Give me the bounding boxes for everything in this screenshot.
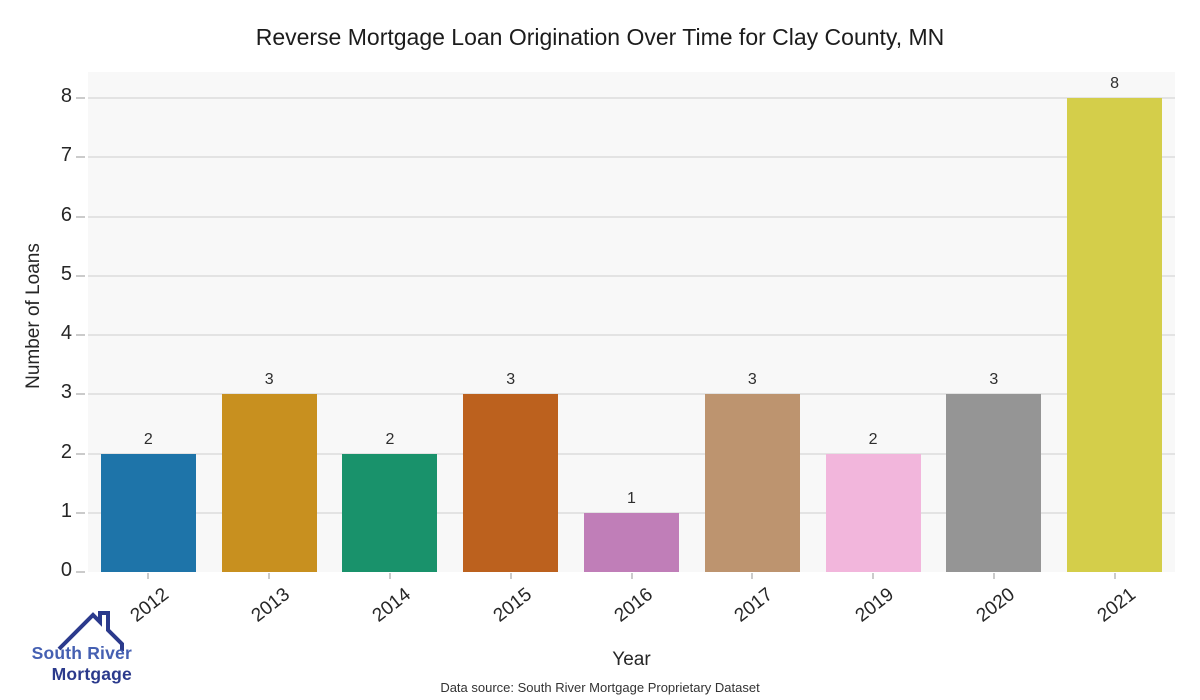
y-tick-label: 8: [60, 85, 72, 107]
y-tick-label: 2: [60, 440, 72, 463]
bar-2019: [825, 453, 921, 572]
bar-2021: [1067, 98, 1163, 572]
y-tick-label: 6: [60, 203, 72, 226]
x-tick-label: 2015: [489, 584, 536, 627]
bar-2013: [221, 394, 317, 572]
gridline: [88, 274, 1175, 277]
bar-value-label: 3: [747, 371, 757, 389]
gridline: [88, 97, 1175, 99]
x-tick-label: 2017: [730, 584, 778, 627]
x-tick-mark: [147, 573, 150, 579]
y-tick-label: 4: [60, 322, 72, 344]
data-source-caption: Data source: South River Mortgage Propri…: [440, 680, 760, 695]
bar-value-label: 3: [989, 371, 999, 389]
x-tick-mark: [872, 573, 875, 579]
y-tick-mark: [76, 511, 85, 514]
bar-value-label: 2: [868, 430, 878, 448]
y-tick-label: 1: [60, 499, 72, 522]
x-tick-label: 2014: [368, 584, 415, 627]
x-tick-label: 2013: [247, 584, 295, 627]
south-river-mortgage-logo: South River Mortgage: [18, 610, 132, 692]
x-tick-label: 2020: [972, 584, 1019, 627]
y-tick-mark: [76, 215, 85, 218]
bar-value-label: 2: [385, 430, 395, 448]
x-tick-mark: [388, 573, 391, 579]
y-tick-mark: [76, 452, 85, 455]
y-tick-mark: [76, 571, 85, 573]
bar-2015: [463, 394, 559, 572]
bar-value-label: 2: [143, 430, 153, 448]
gridline: [88, 452, 1175, 455]
gridline: [88, 156, 1175, 159]
bar-2014: [342, 453, 438, 572]
x-tick-label: 2021: [1093, 584, 1140, 627]
house-roof-icon: [57, 611, 124, 651]
x-tick-mark: [630, 573, 633, 579]
bar-2016: [584, 512, 679, 572]
y-tick-label: 0: [60, 559, 72, 581]
x-tick-mark: [751, 573, 754, 579]
x-tick-mark: [992, 573, 995, 579]
y-tick-mark: [76, 156, 85, 159]
y-tick-mark: [76, 274, 85, 277]
x-tick-mark: [509, 573, 512, 579]
gridline: [88, 334, 1175, 336]
x-axis-label: Year: [612, 649, 651, 670]
y-tick-label: 5: [60, 262, 72, 285]
bar-2020: [946, 394, 1042, 572]
bar-value-label: 8: [1110, 75, 1120, 92]
y-tick-mark: [76, 97, 85, 99]
y-tick-label: 3: [60, 381, 72, 404]
bar-value-label: 3: [506, 371, 516, 389]
y-tick-label: 7: [60, 144, 72, 167]
gridline: [88, 393, 1175, 396]
logo-text-line2: Mortgage: [51, 664, 132, 684]
bar-2012: [100, 453, 196, 572]
y-tick-mark: [76, 393, 85, 396]
bar-2017: [704, 394, 800, 572]
x-tick-mark: [1113, 573, 1116, 579]
bar-value-label: 1: [627, 489, 636, 507]
logo-text-line1: South River: [31, 643, 132, 663]
x-tick-label: 2019: [851, 584, 898, 627]
chart-title: Reverse Mortgage Loan Origination Over T…: [255, 24, 945, 50]
gridline: [88, 215, 1175, 218]
plot-area: 2 3 2 3 1 3 2 3 8: [88, 72, 1175, 572]
x-tick-label: 2016: [610, 584, 657, 627]
x-tick-mark: [268, 573, 271, 579]
y-tick-mark: [76, 334, 85, 336]
bar-value-label: 3: [264, 371, 274, 389]
